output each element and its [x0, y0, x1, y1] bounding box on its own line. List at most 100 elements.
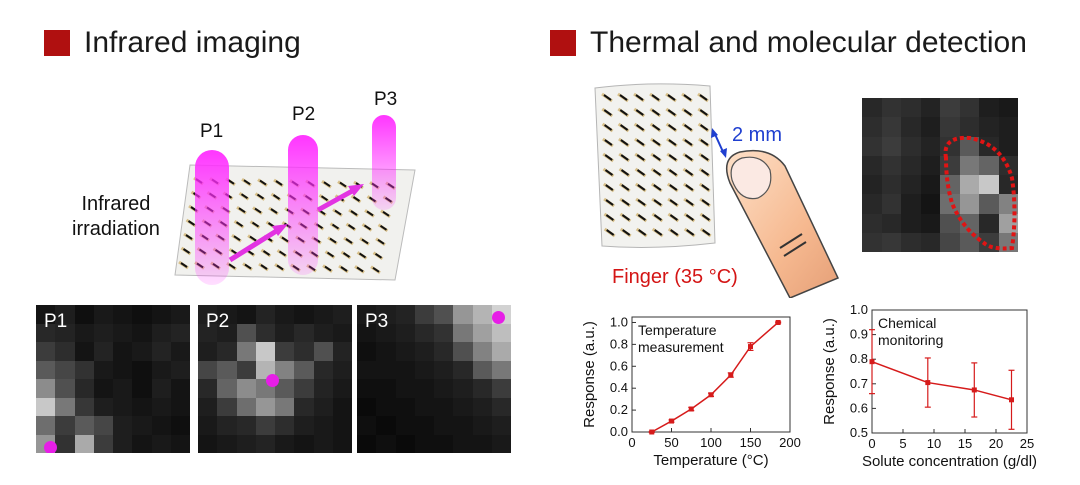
- x-tick-label: 200: [779, 435, 801, 450]
- heatmap-cell: [151, 323, 171, 342]
- sensor-element: [326, 251, 335, 258]
- heatmap-cell: [198, 434, 218, 453]
- data-point: [688, 406, 694, 412]
- heatmap-cell: [920, 136, 940, 156]
- heatmap-cell: [376, 360, 396, 379]
- heatmap-cell: [940, 155, 960, 175]
- sensor-element: [700, 139, 709, 146]
- sensor-element: [637, 184, 646, 191]
- heatmap-cell: [275, 342, 295, 361]
- data-point: [728, 372, 734, 378]
- heatmap-cell: [55, 397, 75, 416]
- heatmap-cell: [132, 379, 152, 398]
- sensor-element: [278, 250, 287, 257]
- heatmap-cell: [979, 117, 999, 137]
- chart-annotation: Temperature: [638, 322, 717, 338]
- sensor-element: [635, 109, 644, 116]
- heatmap-cell: [472, 397, 492, 416]
- heatmap-cell: [979, 232, 999, 252]
- series-line: [871, 360, 1012, 401]
- sensor-element: [684, 139, 693, 146]
- heatmap-cell: [357, 323, 377, 342]
- heatmap-cell: [198, 323, 218, 342]
- sensor-element: [619, 94, 628, 101]
- panel-label: P3: [365, 311, 389, 332]
- scan-arrows: [228, 184, 364, 263]
- panel-p3: P3: [357, 305, 511, 453]
- heatmap-cell: [491, 416, 511, 435]
- sensor-element: [228, 263, 236, 270]
- heatmap-cell: [979, 194, 999, 214]
- y-tick-label: 1.0: [610, 314, 628, 329]
- heatmap-cell: [217, 434, 237, 453]
- sensor-element: [620, 139, 629, 146]
- sensor-element: [701, 199, 710, 206]
- heatmap-cell: [198, 379, 218, 398]
- heatmap-cell: [113, 305, 133, 324]
- heatmap-cell: [862, 175, 882, 195]
- x-axis-label: Temperature (°C): [653, 452, 768, 469]
- heatmap-grid: [36, 305, 190, 453]
- y-tick-label: 0.2: [610, 402, 628, 417]
- heatmap-cell: [332, 397, 352, 416]
- chart-annotation: Chemical: [878, 315, 936, 331]
- p1-label: P1: [200, 121, 224, 142]
- sensor-element: [652, 139, 661, 146]
- heatmap-cell: [357, 416, 377, 435]
- heatmap-cell: [434, 416, 454, 435]
- heatmap-cell: [881, 175, 901, 195]
- heatmap-cell: [862, 213, 882, 233]
- heatmap-cell: [453, 360, 473, 379]
- heatmap-cell: [881, 117, 901, 137]
- heatmap-cell: [491, 434, 511, 453]
- heatmap-cell: [395, 323, 415, 342]
- heading-bullet: [550, 30, 576, 56]
- sensor-element: [668, 169, 678, 176]
- heatmap-cell: [93, 305, 113, 324]
- heatmap-cell: [255, 342, 275, 361]
- heatmap-cell: [74, 342, 94, 361]
- data-point: [925, 380, 931, 386]
- sensor-element: [604, 124, 613, 131]
- heatmap-cell: [453, 434, 473, 453]
- heatmap-cell: [55, 342, 75, 361]
- heatmap-cell: [414, 379, 434, 398]
- heatmap-cell: [357, 360, 377, 379]
- heatmap-cell: [901, 213, 921, 233]
- heatmap-cell: [93, 379, 113, 398]
- heatmap-cell: [74, 323, 94, 342]
- heatmap-cell: [275, 305, 295, 324]
- sensor-element: [363, 224, 372, 231]
- y-tick-label: 0.8: [610, 336, 628, 351]
- data-point: [708, 392, 714, 398]
- x-tick-label: 20: [989, 436, 1003, 451]
- heatmap-cell: [901, 194, 921, 214]
- sensor-element: [233, 235, 241, 242]
- heatmap-cell: [198, 360, 218, 379]
- heatmap-cell: [881, 213, 901, 233]
- sensor-element: [637, 214, 646, 221]
- heatmap-cell: [93, 360, 113, 379]
- sensor-element: [603, 94, 612, 101]
- heatmap-cell: [332, 305, 352, 324]
- sensor-element: [700, 124, 709, 131]
- finger: [725, 149, 840, 298]
- sensor-element: [668, 154, 677, 161]
- sensor-element: [621, 214, 630, 221]
- sensor-element: [182, 248, 191, 254]
- heatmap-cell: [881, 232, 901, 252]
- p1-beam: [195, 150, 229, 285]
- heatmap-cell: [332, 360, 352, 379]
- finger-label: Finger (35 °C): [612, 266, 738, 288]
- heatmap-cell: [453, 416, 473, 435]
- heatmap-cell: [395, 379, 415, 398]
- heatmap-cell: [170, 416, 190, 435]
- heatmap-cell: [275, 360, 295, 379]
- heatmap-cell: [275, 416, 295, 435]
- heatmap-cell: [55, 416, 75, 435]
- heatmap-cell: [862, 117, 882, 137]
- sensor-element: [636, 139, 645, 146]
- irradiation-label: Infrared irradiation: [72, 192, 160, 242]
- sensor-element: [620, 124, 629, 131]
- temperature-chart: 0 50 100 150 200 0.0 0.2 0.4 0.6 0.8 1.0 Temperatur…: [581, 314, 801, 469]
